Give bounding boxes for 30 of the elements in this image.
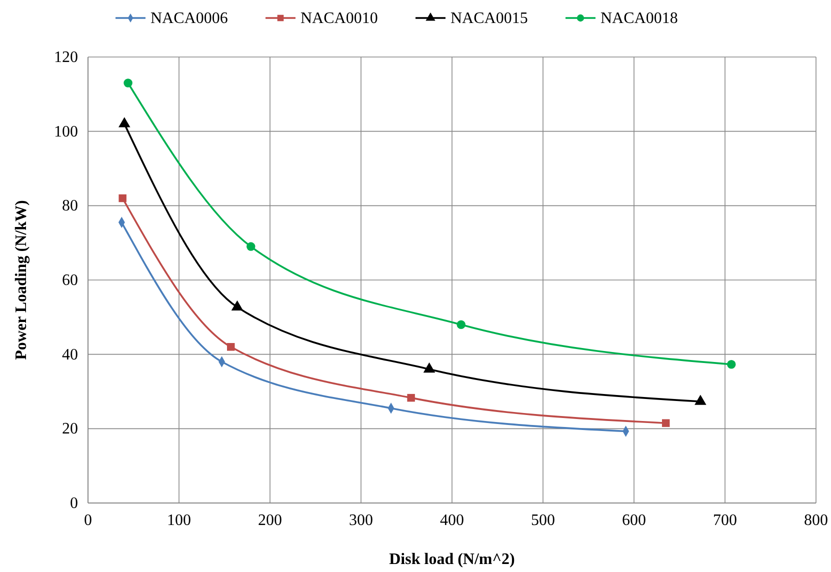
point	[118, 194, 126, 202]
legend-label: NACA0015	[450, 10, 528, 27]
x-tick-label: 100	[167, 512, 191, 529]
y-tick-label: 20	[62, 420, 78, 438]
legend-label: NACA0010	[300, 10, 378, 27]
point	[246, 242, 256, 251]
x-tick-label: 800	[804, 512, 828, 529]
x-tick-label: 400	[440, 512, 464, 529]
x-tick-label: 700	[713, 512, 737, 529]
y-tick-label: 80	[62, 198, 78, 215]
point	[226, 343, 235, 351]
point	[662, 419, 670, 427]
x-tick-label: 600	[622, 512, 646, 529]
y-tick-label: 60	[62, 272, 78, 289]
x-axis-title: Disk load (N/m^2)	[389, 551, 515, 568]
x-tick-label: 300	[349, 512, 373, 529]
legend-label: NACA0018	[600, 10, 678, 27]
y-tick-label: 40	[62, 346, 78, 364]
y-tick-label: 120	[54, 49, 78, 66]
point	[124, 78, 132, 88]
x-tick-label: 0	[84, 512, 92, 529]
legend-label: NACA0006	[150, 10, 228, 27]
y-tick-label: 0	[70, 495, 78, 512]
y-axis-title: Power Loading (N/kW)	[13, 200, 30, 360]
y-tick-label: 100	[54, 123, 78, 140]
point	[456, 320, 466, 329]
point	[407, 394, 415, 402]
x-tick-label: 500	[531, 512, 555, 529]
x-tick-label: 200	[258, 512, 282, 529]
point	[727, 360, 736, 369]
